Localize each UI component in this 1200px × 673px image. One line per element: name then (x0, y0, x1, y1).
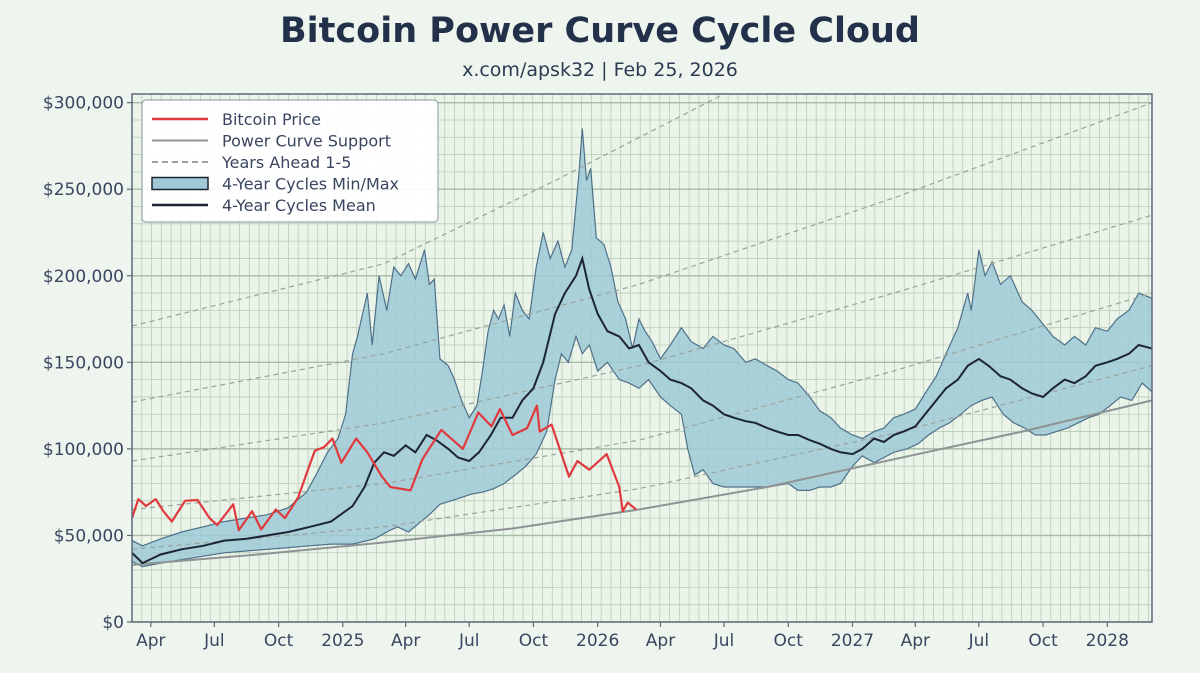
x-tick-label: Jul (203, 631, 225, 651)
x-tick-label: 2028 (1086, 631, 1129, 651)
x-tick-label: Apr (646, 631, 675, 651)
x-tick-label: Apr (391, 631, 420, 651)
years-ahead-line-5 (132, 94, 725, 327)
series-layer (132, 94, 1152, 568)
x-tick-label: Apr (901, 631, 930, 651)
cycle-band-area (132, 128, 1152, 567)
cycle-mean-line (132, 254, 1152, 565)
plot-frame (131, 93, 1153, 623)
legend-label: 4-Year Cycles Min/Max (222, 175, 399, 194)
x-tick-label: Jul (458, 631, 480, 651)
legend-label: Power Curve Support (222, 132, 391, 151)
y-tick-label: $150,000 (43, 353, 124, 373)
chart-subtitle: x.com/apsk32 | Feb 25, 2026 (462, 59, 738, 81)
y-tick-label: $0 (102, 613, 124, 633)
y-tick-label: $50,000 (54, 526, 124, 546)
cycle-band-max-line (132, 128, 1152, 547)
chart-title: Bitcoin Power Curve Cycle Cloud (280, 11, 920, 51)
power-curve-support-line (132, 399, 1152, 566)
years-ahead-line-3 (132, 214, 1152, 462)
legend-box (141, 99, 439, 223)
x-tick-label: 2027 (831, 631, 874, 651)
years-ahead-line-2 (132, 292, 1152, 511)
x-tick-label: 2026 (576, 631, 619, 651)
y-tick-label: $300,000 (43, 94, 124, 114)
legend-label: Bitcoin Price (222, 110, 321, 129)
y-tick-label: $250,000 (43, 180, 124, 200)
years-ahead-line-4 (132, 102, 1152, 403)
x-tick-label: Apr (136, 631, 165, 651)
y-tick-label: $200,000 (43, 267, 124, 287)
cycle-band-min-line (132, 334, 1152, 568)
x-tick-label: 2025 (321, 631, 364, 651)
x-tick-label: Jul (713, 631, 735, 651)
legend-swatch-band (151, 176, 209, 191)
legend-label: 4-Year Cycles Mean (222, 196, 376, 215)
legend-label: Years Ahead 1-5 (221, 153, 351, 172)
x-tick-label: Oct (264, 631, 294, 651)
x-tick-label: Oct (1028, 631, 1058, 651)
legend: Bitcoin Price Power Curve Support Years Ah… (141, 99, 439, 223)
y-tick-label: $100,000 (43, 440, 124, 460)
x-tick-label: Oct (519, 631, 549, 651)
bitcoin-price-line (132, 404, 637, 532)
x-tick-label: Oct (774, 631, 804, 651)
x-tick-label: Jul (968, 631, 990, 651)
